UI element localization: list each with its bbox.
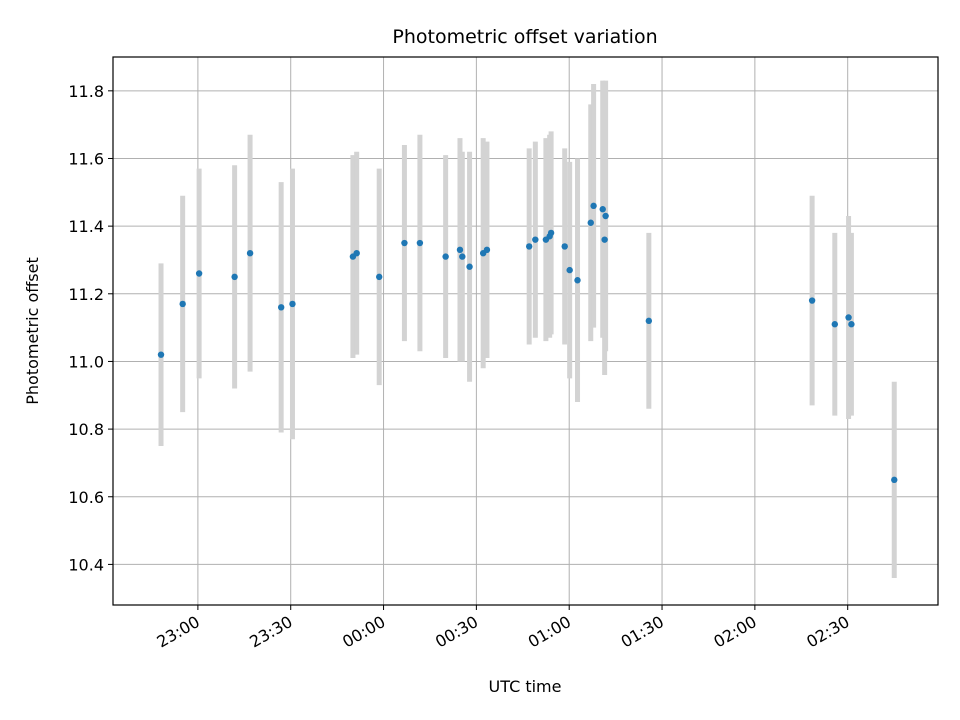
data-point bbox=[547, 229, 555, 237]
data-point bbox=[157, 351, 165, 358]
data-points bbox=[157, 202, 898, 484]
chart-title: Photometric offset variation bbox=[392, 26, 657, 48]
data-point bbox=[599, 206, 606, 213]
y-tick-label: 11.6 bbox=[68, 149, 104, 168]
data-point bbox=[456, 246, 464, 254]
data-point bbox=[525, 243, 533, 250]
data-point bbox=[483, 246, 491, 254]
data-point bbox=[401, 239, 408, 247]
data-point bbox=[459, 253, 466, 260]
data-point bbox=[231, 273, 238, 281]
plot-frame bbox=[112, 56, 939, 606]
data-point bbox=[466, 263, 473, 270]
data-point bbox=[587, 219, 594, 226]
x-axis-label: UTC time bbox=[489, 677, 562, 696]
y-tick-label: 10.6 bbox=[68, 488, 104, 507]
data-point bbox=[179, 300, 186, 308]
data-point bbox=[602, 212, 609, 220]
data-point bbox=[590, 202, 597, 210]
data-point bbox=[532, 236, 539, 243]
data-point bbox=[277, 304, 285, 311]
data-point bbox=[376, 273, 383, 281]
data-point bbox=[574, 277, 581, 284]
data-point bbox=[195, 270, 203, 277]
y-tick-label: 11.8 bbox=[68, 82, 104, 101]
data-point bbox=[416, 239, 424, 247]
data-point bbox=[353, 249, 360, 257]
y-tick-label: 11.0 bbox=[68, 352, 104, 371]
data-point bbox=[831, 321, 839, 328]
data-point bbox=[808, 297, 816, 304]
y-tick-label: 11.2 bbox=[68, 285, 104, 304]
data-point bbox=[566, 266, 573, 274]
data-point bbox=[246, 249, 254, 257]
data-point bbox=[645, 317, 653, 325]
y-tick-label: 10.4 bbox=[68, 555, 104, 574]
y-axis-ticks: 10.4 10.6 10.8 11.0 11.2 11.4 11.6 11.8 bbox=[68, 82, 113, 574]
y-axis-label: Photometric offset bbox=[23, 257, 42, 405]
data-point bbox=[601, 236, 608, 243]
y-tick-label: 10.8 bbox=[68, 420, 104, 439]
data-point bbox=[848, 321, 855, 328]
data-point bbox=[561, 243, 568, 250]
data-point bbox=[845, 314, 852, 321]
data-point bbox=[289, 300, 296, 308]
data-point bbox=[891, 476, 898, 484]
data-point bbox=[442, 253, 449, 260]
y-tick-label: 11.4 bbox=[68, 217, 104, 236]
